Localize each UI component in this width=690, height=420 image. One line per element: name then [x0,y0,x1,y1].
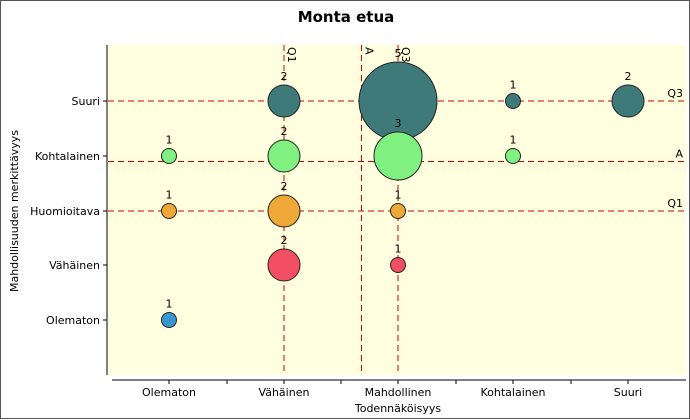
bubble [161,312,177,328]
bubble [390,257,406,273]
vertical-reference-label: Q1 [285,47,298,63]
bubble-count-label: 1 [510,134,517,147]
bubble [267,139,301,173]
bubble [373,131,423,181]
bubble [267,84,301,118]
horizontal-reference-label: A [675,148,683,161]
bubble [505,148,521,164]
bubble-count-label: 3 [395,117,402,130]
bubble-count-label: 1 [395,189,402,202]
y-tick-label: Kohtalainen [35,150,100,163]
bubble-count-label: 2 [281,234,288,247]
bubble-count-label: 1 [395,243,402,256]
bubble [161,203,177,219]
bubble [267,194,301,228]
bubble-count-label: 5 [395,47,402,60]
y-tick-label: Vähäinen [49,259,100,272]
bubble-count-label: 1 [510,79,517,92]
y-tick-label: Olematon [46,314,100,327]
vertical-reference-label: Q3 [399,47,412,63]
x-tick-label: Vähäinen [259,386,310,399]
bubble-count-label: 1 [166,298,173,311]
bubble [390,203,406,219]
bubble-count-label: 2 [281,70,288,83]
bubble [611,84,645,118]
bubble-count-label: 2 [281,180,288,193]
bubble [505,93,521,109]
y-tick-label: Suuri [71,95,100,108]
x-tick-label: Kohtalainen [481,386,546,399]
y-tick-label: Huomioitava [30,205,100,218]
vertical-reference-label: A [363,47,376,55]
chart-title: Monta etua [298,8,395,26]
y-axis-title: Mahdollisuuden merkittävyys [8,130,21,292]
bubble-count-label: 1 [166,189,173,202]
x-axis-title: Todennäköisyys [354,402,442,415]
axis-ticks: Olematon Vähäinen Mahdollinen Kohtalainen Su… [30,95,642,399]
x-tick-label: Olematon [142,386,196,399]
x-tick-label: Suuri [614,386,643,399]
bubble-count-label: 2 [625,70,632,83]
bubble [267,248,301,282]
horizontal-reference-label: Q1 [667,197,683,210]
bubble-series: 5 3 2 2 2 2 2 1 1 1 1 1 1 1 [161,47,645,328]
bubble-count-label: 2 [281,125,288,138]
horizontal-reference-label: Q3 [667,87,683,100]
x-tick-label: Mahdollinen [365,386,432,399]
bubble-count-label: 1 [166,134,173,147]
bubble [161,148,177,164]
